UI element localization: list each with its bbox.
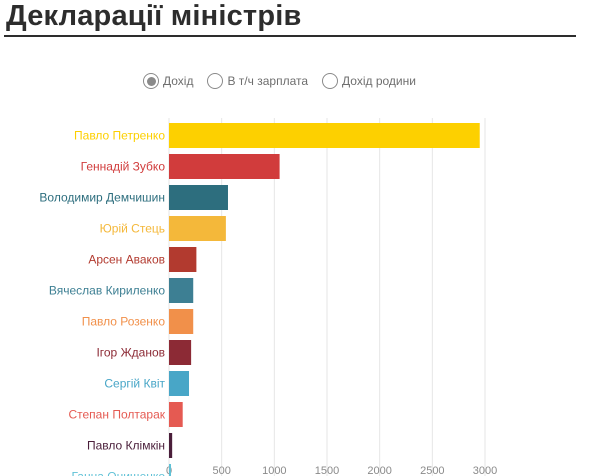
toggle-income[interactable]: Дохід xyxy=(143,73,193,89)
bar-category-label: Володимир Демчишин xyxy=(39,191,165,205)
bar-category-label: Арсен Аваков xyxy=(88,253,165,267)
bar-category-label: Степан Полтарак xyxy=(68,408,165,422)
x-tick-label: 2500 xyxy=(420,465,444,476)
bar-category-label: Юрій Стець xyxy=(100,222,165,236)
x-tick-label: 1500 xyxy=(315,465,339,476)
bar xyxy=(169,216,226,241)
bar xyxy=(169,309,194,334)
toggle-family-income[interactable]: Дохід родини xyxy=(322,73,416,89)
toggle-income-label: Дохід xyxy=(163,74,194,88)
bar xyxy=(169,185,228,210)
bar-category-label: Павло Розенко xyxy=(82,315,166,329)
toggle-salary[interactable]: В т/ч зарплата xyxy=(207,73,308,89)
bar xyxy=(169,123,480,148)
page-title: Декларації міністрів xyxy=(6,0,302,32)
bar xyxy=(169,247,197,272)
bar xyxy=(169,340,192,365)
bar xyxy=(169,402,183,427)
bar-category-label: Геннадій Зубко xyxy=(81,160,166,174)
x-tick-label: 3000 xyxy=(473,465,497,476)
bar-category-label: Ганна Онищенко xyxy=(71,470,165,476)
x-tick-label: 1000 xyxy=(262,465,286,476)
bar-category-label: Ігор Жданов xyxy=(96,346,165,360)
toggle-family-income-label: Дохід родини xyxy=(342,74,416,88)
toggle-salary-label: В т/ч зарплата xyxy=(227,74,309,88)
radio-icon[interactable] xyxy=(322,73,339,89)
bar xyxy=(169,154,280,179)
x-tick-label: 2000 xyxy=(367,465,391,476)
bar-category-label: Сергій Квіт xyxy=(104,377,165,391)
bar xyxy=(169,464,171,476)
bar xyxy=(169,278,194,303)
radio-icon[interactable] xyxy=(207,73,224,89)
bar xyxy=(169,433,173,458)
bar xyxy=(169,371,190,396)
metric-toggle-group: Дохід В т/ч зарплата Дохід родини xyxy=(143,70,430,92)
x-tick-label: 500 xyxy=(212,465,230,476)
bar-category-label: Вячеслав Кириленко xyxy=(49,284,165,298)
bar-category-label: Павло Петренко xyxy=(74,129,165,143)
title-divider xyxy=(4,35,576,37)
bar-category-label: Павло Клімкін xyxy=(87,439,165,453)
radio-selected-icon[interactable] xyxy=(143,73,159,89)
